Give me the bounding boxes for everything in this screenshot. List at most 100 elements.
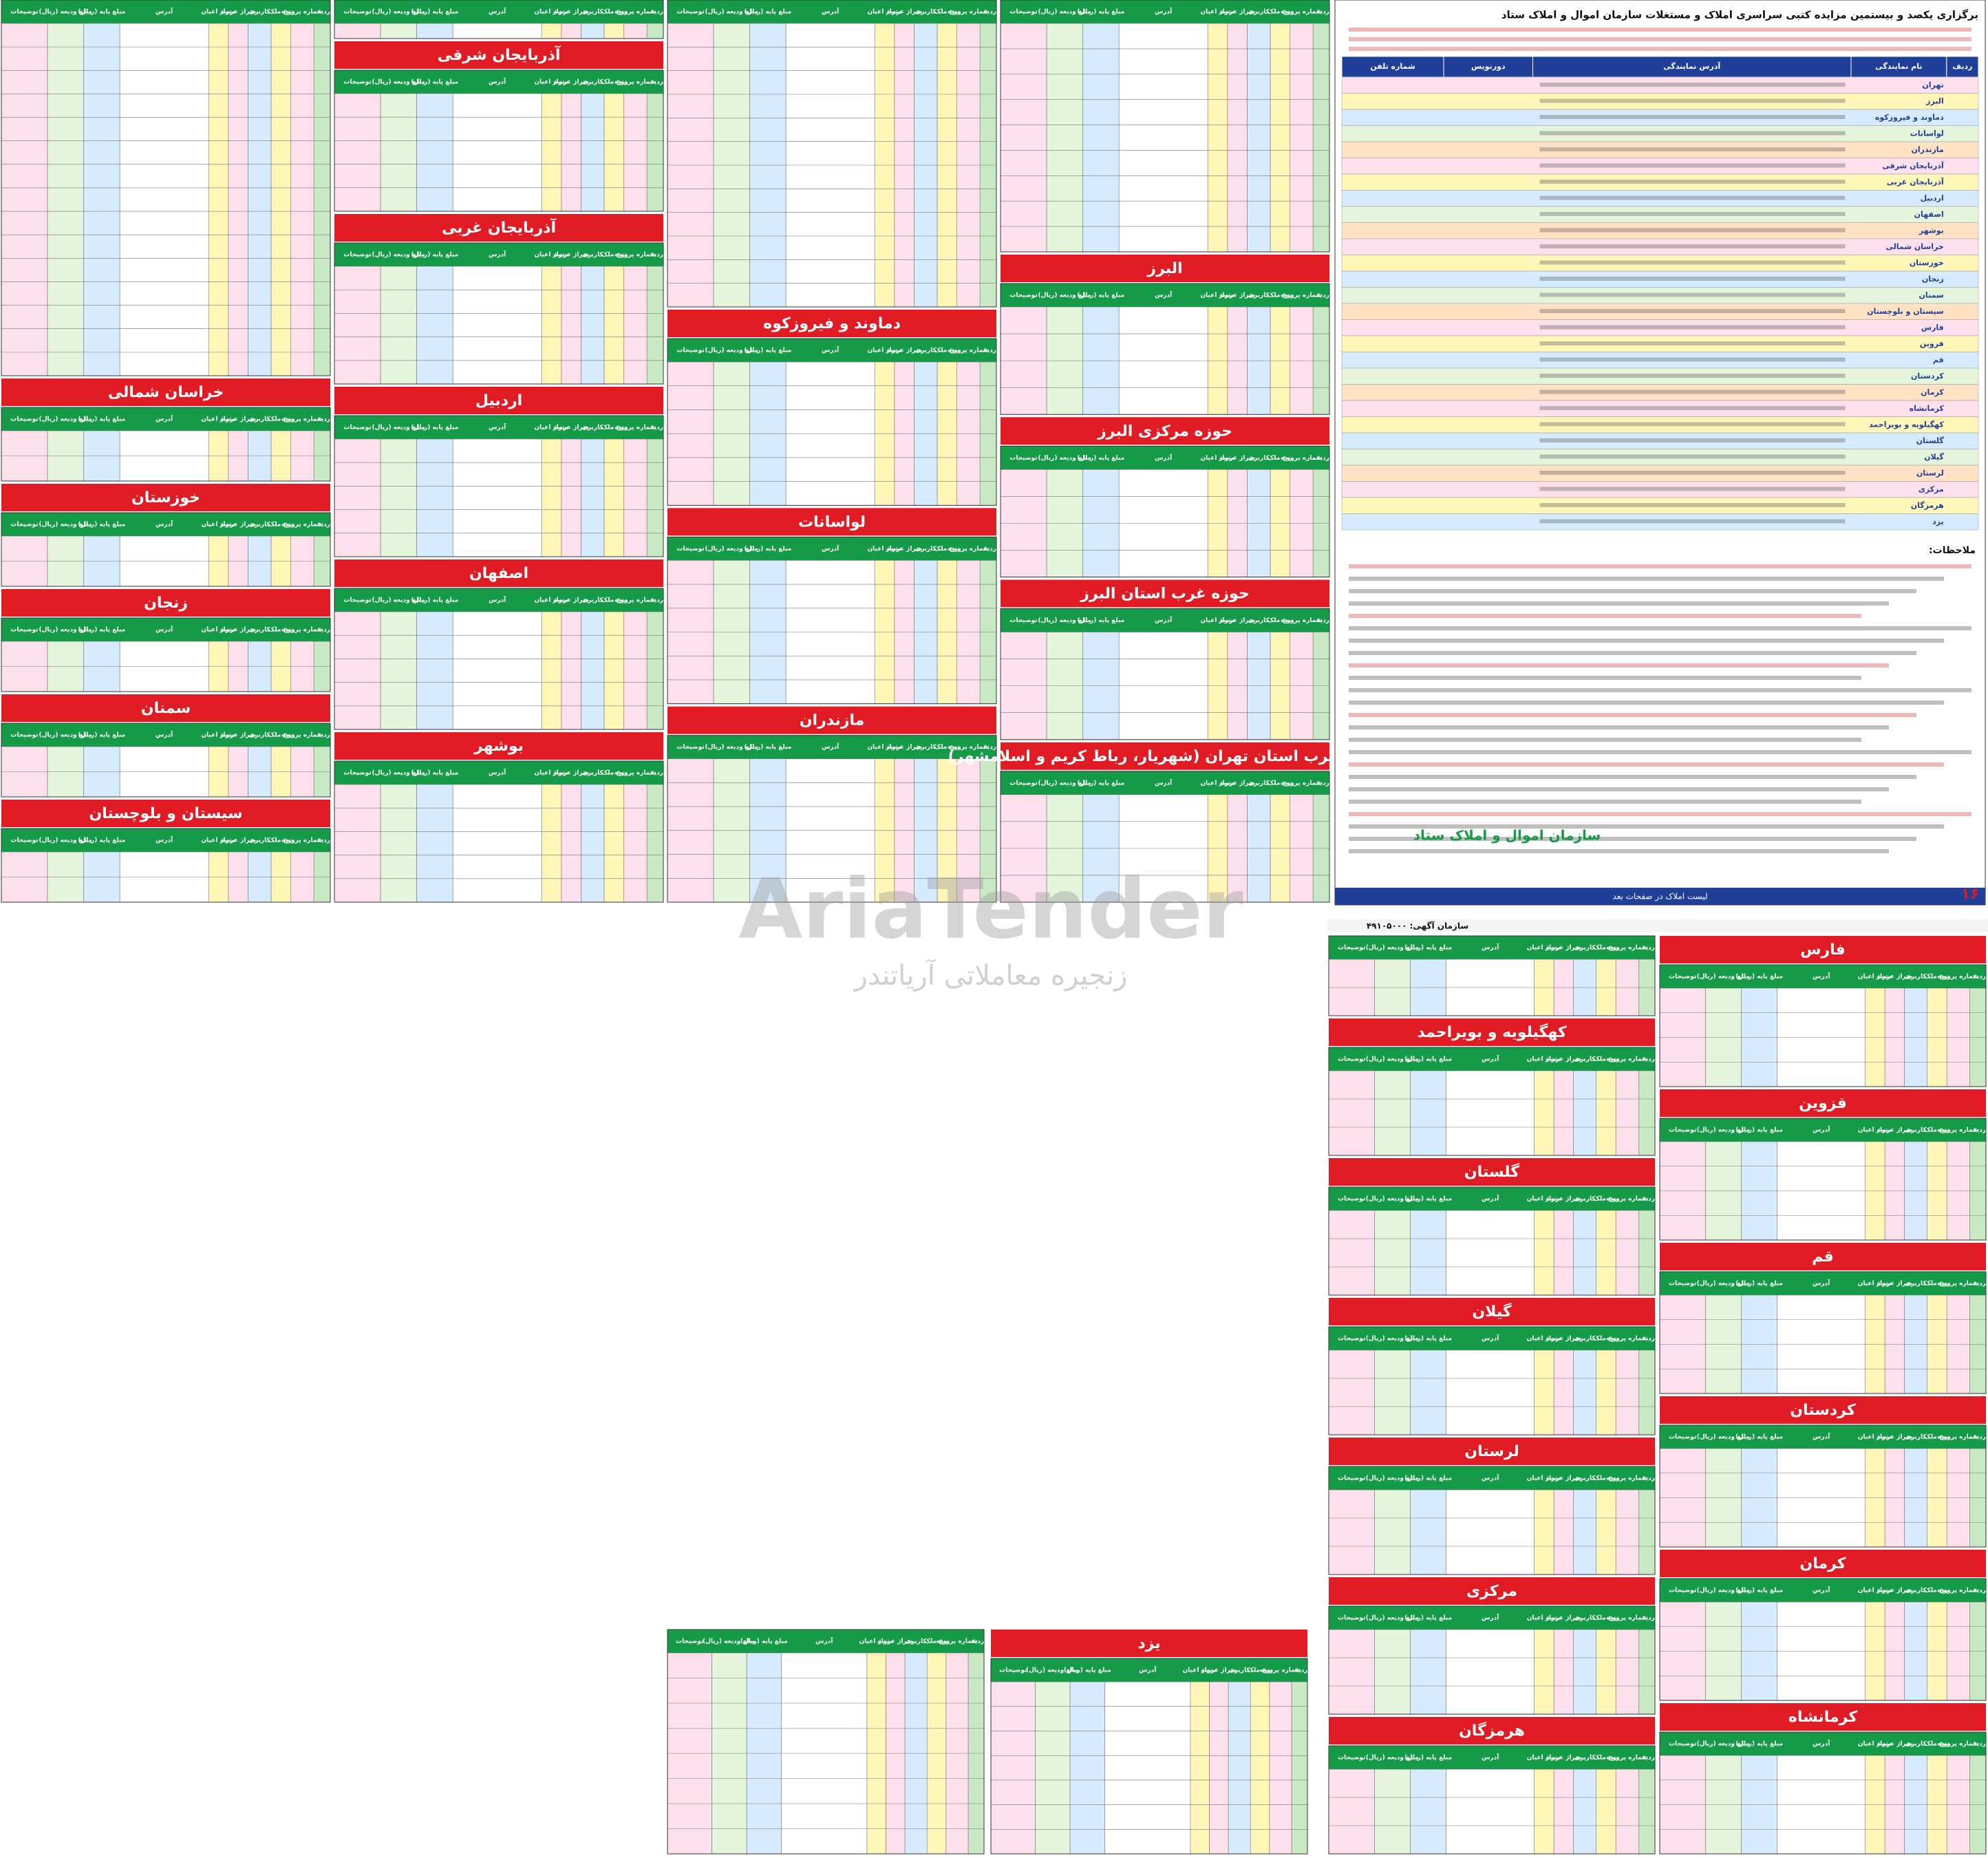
header-label: کاربری — [915, 546, 937, 553]
table-header — [667, 735, 996, 759]
header-label: مبلغ ودیعه (ریال) — [705, 546, 758, 553]
text-line — [1349, 849, 1889, 853]
header-label: مبلغ پایه (ریال) — [78, 522, 125, 528]
table-frame — [1328, 1745, 1656, 1855]
table-frame — [667, 338, 997, 506]
header-label: کاربری — [249, 837, 271, 844]
header-label: توضیحات — [1338, 1755, 1365, 1762]
office-row — [1341, 513, 1979, 531]
table-column — [646, 266, 664, 385]
table-column — [603, 93, 624, 212]
table-column — [581, 438, 605, 557]
header-label: توضیحات — [10, 837, 38, 844]
office-address — [1539, 212, 1846, 216]
table-column — [646, 93, 664, 212]
table-column — [581, 611, 605, 730]
table-column — [1638, 1769, 1656, 1855]
header-label: نوع ملک — [1594, 1056, 1619, 1063]
table-column — [1374, 1070, 1411, 1156]
header-label: نوع ملک — [1925, 1434, 1950, 1441]
section-band — [1329, 1438, 1655, 1465]
table-column — [561, 266, 581, 385]
header-label: متراژ اعیان — [201, 837, 235, 844]
header-label: متراژ عرصه — [553, 79, 589, 86]
header-label: ردیف — [1313, 455, 1329, 462]
header-label: متراژ عرصه — [1546, 1755, 1581, 1762]
table-column — [452, 611, 542, 730]
text-line — [1349, 614, 1861, 618]
header-label: متراژ عرصه — [1546, 945, 1581, 952]
section-band — [1660, 1089, 1986, 1117]
table-header — [667, 339, 996, 362]
header-label: مبلغ ودیعه (ریال) — [1366, 1615, 1419, 1622]
office-name: بوشهر — [1918, 226, 1944, 235]
office-address — [1539, 454, 1846, 459]
header-label: مبلغ ودیعه (ریال) — [1038, 780, 1091, 787]
section-title: اردبیل — [475, 392, 522, 409]
header-label: مبلغ ودیعه (ریال) — [1366, 1475, 1419, 1482]
header-label: مبلغ پایه (ریال) — [1404, 1196, 1452, 1203]
section-band — [1001, 417, 1329, 445]
header-label: شماره پرونده — [1607, 1056, 1649, 1063]
office-name: گلستان — [1916, 436, 1945, 445]
header-label: آدرس — [156, 8, 173, 16]
table-column — [416, 23, 453, 39]
header-label: توضیحات — [999, 1667, 1027, 1674]
table-column — [1269, 1681, 1292, 1855]
table-column — [1553, 1629, 1574, 1715]
table-frame — [1, 512, 331, 587]
header-label: توضیحات — [343, 425, 371, 431]
header-label: کاربری — [1905, 1434, 1927, 1441]
text-line — [1349, 639, 1944, 643]
table-column — [380, 23, 417, 39]
table-column — [1446, 1210, 1535, 1296]
table-column — [380, 93, 417, 212]
header-label: متراژ اعیان — [201, 416, 235, 423]
table-header — [1, 723, 330, 747]
header-label: متراژ اعیان — [1200, 9, 1235, 16]
text-line — [1349, 701, 1944, 705]
section-band — [1001, 742, 1329, 770]
office-name: لواسانات — [1910, 129, 1944, 138]
header-label: مبلغ پایه (ریال) — [1404, 1475, 1452, 1482]
header-label: شماره پرونده — [1938, 1281, 1980, 1288]
header-label: نوع ملک — [1925, 1741, 1950, 1748]
table-frame — [1000, 771, 1330, 903]
table-header — [1001, 446, 1329, 470]
text-line — [1349, 601, 1889, 606]
header-label: متراژ اعیان — [1200, 780, 1235, 787]
table-column — [1638, 1489, 1656, 1575]
table-header — [334, 0, 663, 23]
section-band — [1660, 1396, 1986, 1424]
table-column — [47, 23, 84, 376]
office-address — [1539, 195, 1846, 200]
table-column — [1596, 1769, 1616, 1855]
header-label: آدرس — [489, 78, 506, 86]
office-name: کردستان — [1911, 372, 1944, 381]
header-label: مبلغ پایه (ریال) — [1064, 1667, 1111, 1674]
header-label: متراژ اعیان — [859, 1638, 893, 1645]
header-label: توضیحات — [1669, 1434, 1696, 1441]
office-name: قم — [1933, 355, 1944, 364]
header-label: توضیحات — [343, 597, 371, 604]
office-address — [1539, 374, 1846, 378]
header-label: توضیحات — [676, 9, 704, 16]
header-label: توضیحات — [676, 348, 704, 354]
header-label: کاربری — [249, 732, 271, 739]
header-label: مبلغ پایه (ریال) — [78, 9, 125, 16]
header-label: کاربری — [582, 9, 604, 16]
header-label: شماره پرونده — [281, 627, 323, 634]
section-title: حوزه غرب استان تهران (شهریار، رباط کریم … — [948, 748, 1382, 765]
header-label: متراژ اعیان — [1858, 1588, 1892, 1594]
table-column — [1270, 23, 1290, 253]
table-header — [991, 1658, 1307, 1682]
table-frame — [1659, 1271, 1987, 1394]
table-column — [1, 23, 48, 376]
table-column — [623, 438, 648, 557]
table-column — [1615, 1489, 1639, 1575]
section-title: فارس — [1800, 941, 1846, 959]
header-label: نوع ملک — [1594, 1196, 1619, 1203]
table-column — [416, 93, 453, 212]
header-label: متراژ عرصه — [877, 1638, 913, 1645]
header-label: مبلغ ودیعه (ریال) — [1366, 1196, 1419, 1203]
